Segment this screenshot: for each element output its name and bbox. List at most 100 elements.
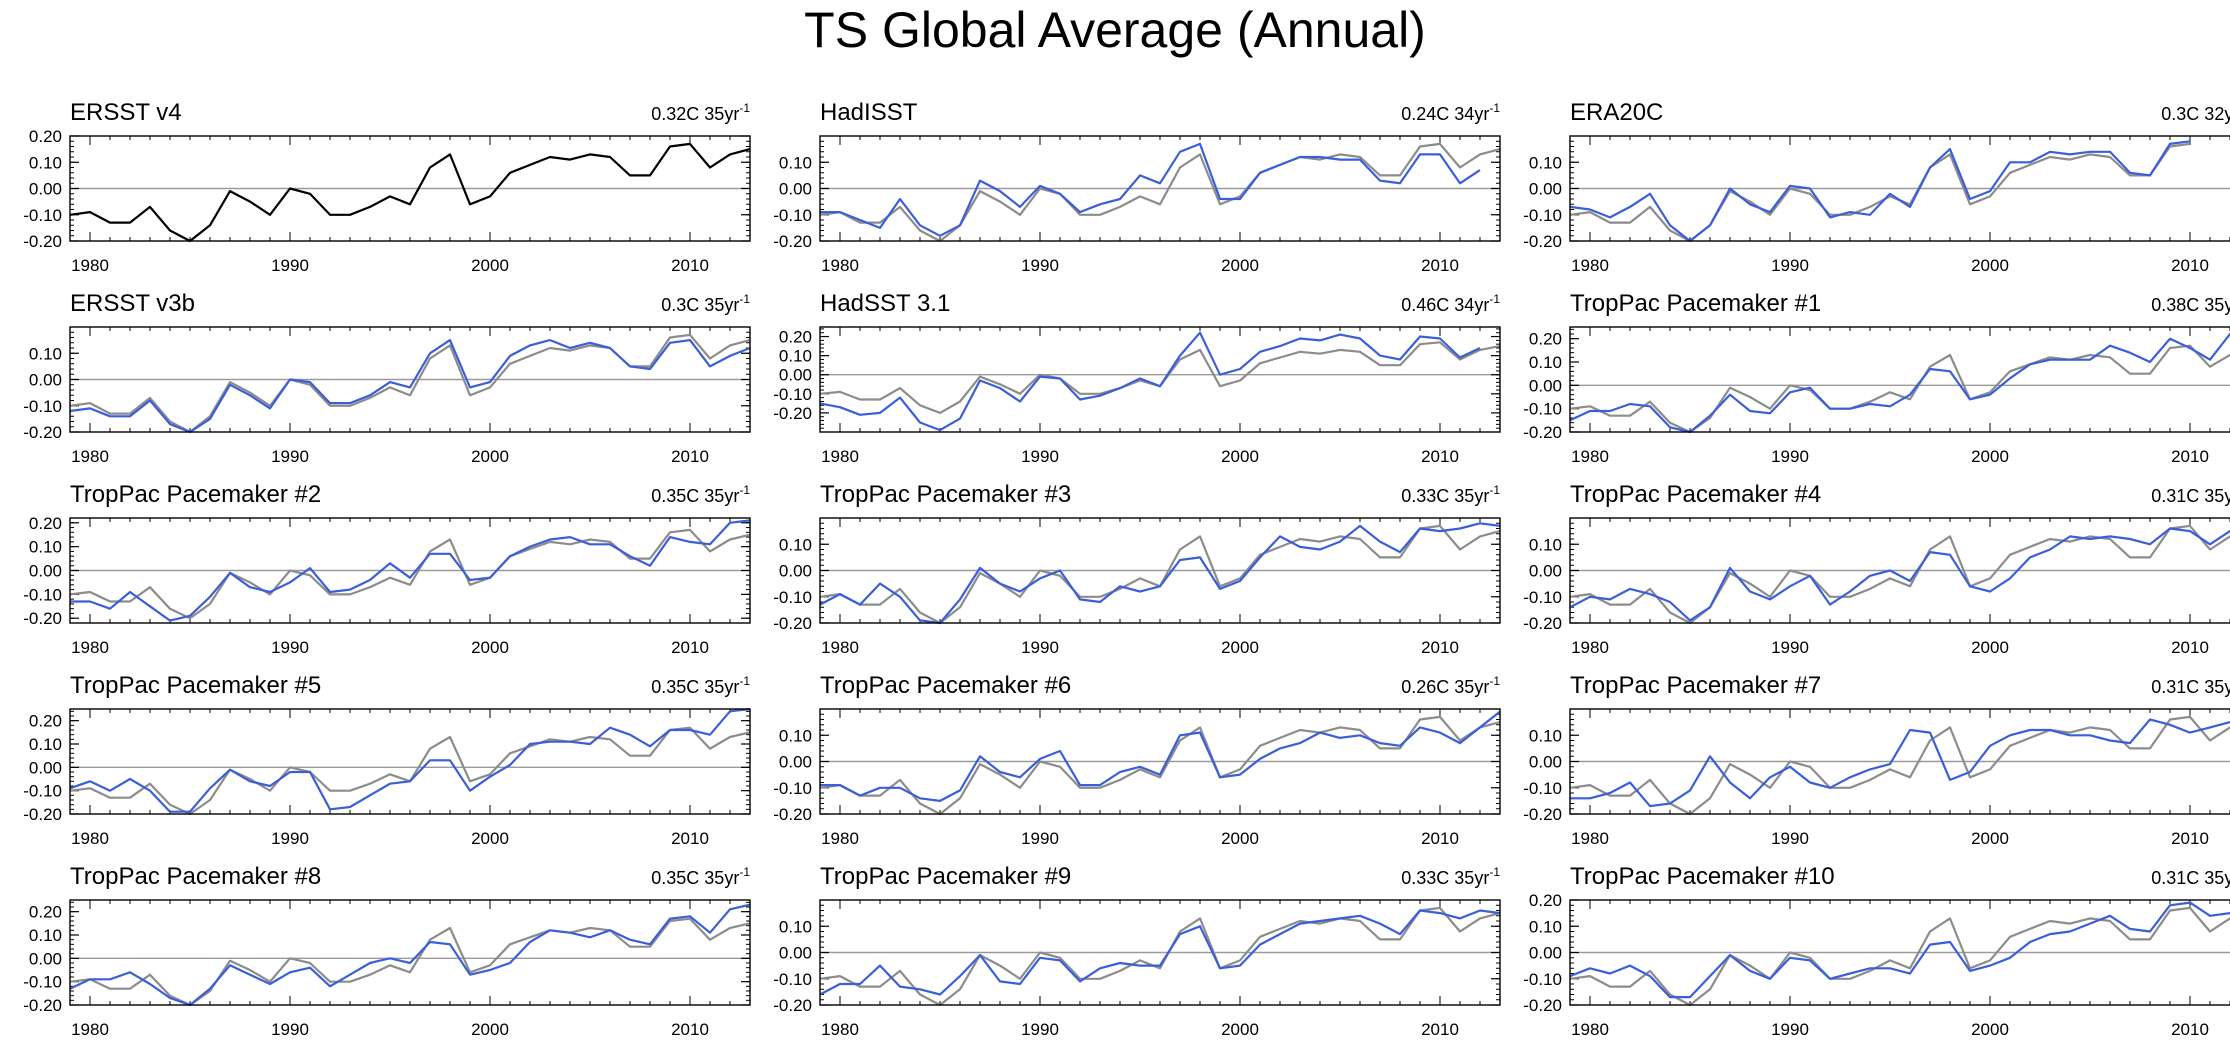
panel-11: TropPac Pacemaker #6 0.26C 35yr-1 -0.20 -0.…: [773, 672, 1501, 848]
series-line-observed: [69, 333, 751, 434]
y-tick-label: -0.20: [23, 232, 62, 251]
y-tick-label: 0.00: [779, 180, 812, 199]
y-tick-label: 0.10: [1529, 153, 1562, 172]
x-tick-label: 2000: [1971, 256, 2009, 275]
trend-value: 0.35C 35yr: [651, 486, 739, 506]
y-tick-label: -0.20: [773, 232, 812, 251]
y-tick-label: -0.10: [773, 588, 812, 607]
series-line-model: [69, 339, 751, 434]
x-tick-label: 2000: [471, 447, 509, 466]
trend-label: 0.35C 35yr-1: [651, 674, 750, 697]
x-tick-label: 1990: [1021, 1020, 1059, 1039]
x-tick-label: 2010: [2171, 256, 2209, 275]
plot-frame: [819, 517, 1501, 624]
y-tick-label: -0.20: [23, 609, 62, 628]
x-tick-label: 1980: [1571, 1020, 1609, 1039]
series-line-observed: [1569, 715, 2230, 816]
trend-value: 0.35C 35yr: [651, 868, 739, 888]
series-line-model: [820, 142, 1481, 237]
panel-title: TropPac Pacemaker #4: [1570, 481, 1821, 508]
plot-frame: [69, 899, 751, 1006]
y-tick-label: -0.10: [23, 585, 62, 604]
series-line-observed: [1569, 906, 2230, 1007]
trend-value: 0.3C 35yr: [661, 295, 739, 315]
y-tick-label: 0.00: [1529, 180, 1562, 199]
y-tick-label: 0.10: [29, 344, 62, 363]
x-tick-label: 2000: [1221, 256, 1259, 275]
x-tick-label: 2010: [2171, 447, 2209, 466]
trend-label: 0.31C 35yr-1: [2151, 674, 2230, 697]
series-line-model: [819, 522, 1501, 625]
x-tick-label: 2010: [2171, 829, 2209, 848]
x-tick-label: 1980: [821, 829, 859, 848]
series-line-model: [69, 707, 751, 813]
trend-value: 0.38C 35yr: [2151, 295, 2230, 315]
y-tick-label: -0.20: [1523, 423, 1562, 442]
x-tick-label: 1990: [1771, 829, 1809, 848]
series-line-model: [70, 519, 751, 622]
x-tick-label: 2010: [671, 829, 709, 848]
y-tick-label: 0.00: [779, 562, 812, 581]
trend-exponent: -1: [739, 674, 750, 688]
y-tick-label: 0.00: [779, 366, 812, 385]
x-tick-label: 2000: [1971, 638, 2009, 657]
series-line-model: [819, 909, 1501, 996]
x-tick-label: 1980: [71, 256, 109, 275]
y-tick-label: -0.10: [23, 397, 62, 416]
trend-exponent: -1: [1489, 292, 1500, 306]
panel-9: TropPac Pacemaker #4 0.31C 35yr-1 -0.20 -0.…: [1523, 481, 2230, 657]
y-tick-label: 0.20: [1529, 330, 1562, 349]
y-tick-label: 0.20: [29, 903, 62, 922]
y-tick-label: 0.00: [29, 949, 62, 968]
panel-4: ERSST v3b 0.3C 35yr-1 -0.20 -0.10 0.00 0.10 19…: [23, 290, 751, 466]
y-tick-label: 0.20: [779, 328, 812, 347]
trend-label: 0.46C 34yr-1: [1401, 292, 1500, 315]
panel-3: ERA20C 0.3C 32yr-1 -0.20 -0.10 0.00 0.10 1980 1…: [1523, 99, 2230, 275]
series-line-model: [1569, 140, 2191, 243]
series-line-reference: [69, 142, 751, 243]
x-tick-label: 2000: [471, 256, 509, 275]
panel-title: TropPac Pacemaker #9: [820, 863, 1071, 890]
y-tick-label: 0.20: [29, 712, 62, 731]
y-tick-label: -0.10: [1523, 588, 1562, 607]
x-tick-label: 2000: [1971, 1020, 2009, 1039]
series-line-model: [820, 710, 1501, 803]
panel-title: TropPac Pacemaker #1: [1570, 290, 1821, 317]
plot-frame: [69, 135, 751, 242]
x-tick-label: 2000: [1971, 829, 2009, 848]
series-line-observed: [819, 142, 1501, 243]
panel-7: TropPac Pacemaker #2 0.35C 35yr-1 -0.20 -0.…: [23, 481, 751, 657]
series-line-observed: [1569, 142, 2191, 243]
x-tick-label: 2000: [471, 638, 509, 657]
panel-title: HadISST: [820, 99, 918, 126]
series-line-observed: [69, 528, 751, 620]
x-tick-label: 2010: [2171, 1020, 2209, 1039]
y-tick-label: -0.10: [1523, 779, 1562, 798]
panel-14: TropPac Pacemaker #9 0.33C 35yr-1 -0.20 -0.…: [773, 863, 1501, 1039]
panel-title: TropPac Pacemaker #7: [1570, 672, 1821, 699]
series-line-observed: [1569, 524, 2230, 625]
y-tick-label: 0.10: [779, 917, 812, 936]
x-tick-label: 1990: [271, 256, 309, 275]
plot-frame: [1569, 517, 2230, 624]
x-tick-label: 1990: [1021, 638, 1059, 657]
plot-frame: [1569, 899, 2230, 1006]
x-tick-label: 1980: [71, 447, 109, 466]
x-tick-label: 2010: [1421, 829, 1459, 848]
y-tick-label: -0.20: [1523, 614, 1562, 633]
trend-label: 0.35C 35yr-1: [651, 483, 750, 506]
y-tick-label: 0.00: [779, 944, 812, 963]
x-tick-label: 2010: [671, 447, 709, 466]
trend-value: 0.26C 35yr: [1401, 677, 1489, 697]
trend-value: 0.31C 35yr: [2151, 868, 2230, 888]
series-line-model: [819, 331, 1481, 432]
plot-frame: [69, 708, 751, 815]
x-tick-label: 1990: [1771, 447, 1809, 466]
y-tick-label: 0.10: [779, 535, 812, 554]
x-tick-label: 2000: [1221, 1020, 1259, 1039]
x-tick-label: 1980: [1571, 829, 1609, 848]
x-tick-label: 1980: [821, 447, 859, 466]
y-tick-label: -0.20: [23, 996, 62, 1015]
y-tick-label: 0.00: [1529, 944, 1562, 963]
